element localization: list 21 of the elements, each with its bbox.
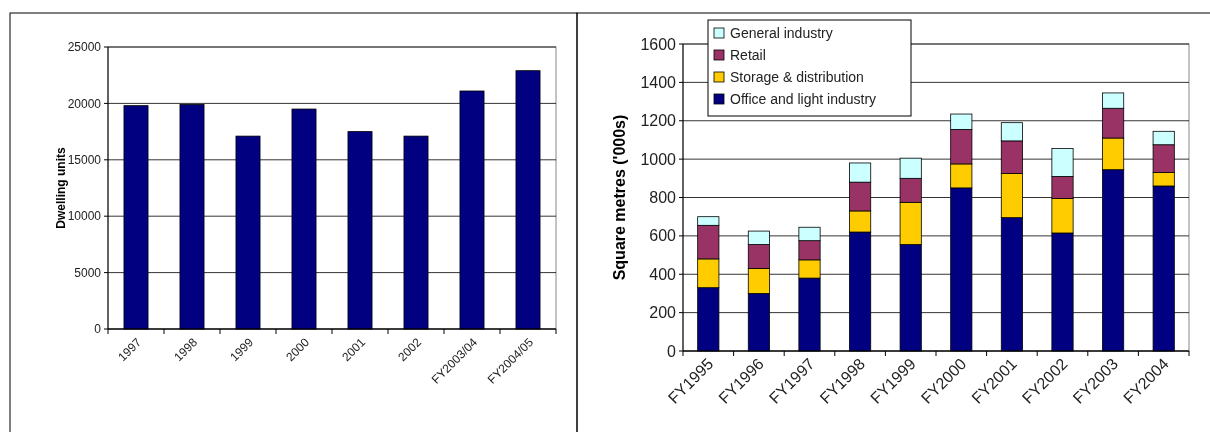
- y-tick-label: 400: [649, 265, 677, 283]
- y-axis-title: Dwelling units: [53, 147, 68, 229]
- y-axis-title: Square metres ('000s): [611, 114, 629, 281]
- y-tick-label: 1200: [640, 112, 677, 130]
- y-tick-label: 600: [649, 227, 677, 245]
- legend-label: Office and light industry: [730, 90, 877, 107]
- legend-label: General industry: [730, 24, 833, 41]
- y-tick-label: 15000: [67, 153, 102, 167]
- legend-label: Storage & distribution: [730, 68, 864, 85]
- y-tick-label: 10000: [67, 209, 102, 224]
- y-tick-label: 1600: [640, 35, 677, 53]
- y-tick-label: 0: [667, 342, 677, 360]
- y-tick-label: 1000: [640, 150, 677, 168]
- y-tick-label: 800: [649, 189, 677, 207]
- legend-label: Retail: [730, 46, 766, 63]
- y-tick-label: 0: [94, 322, 102, 337]
- y-tick-label: 1400: [640, 73, 677, 91]
- y-tick-label: 20000: [67, 96, 102, 111]
- y-tick-label: 25000: [67, 40, 102, 55]
- y-tick-label: 200: [649, 304, 677, 322]
- y-tick-label: 5000: [74, 265, 102, 280]
